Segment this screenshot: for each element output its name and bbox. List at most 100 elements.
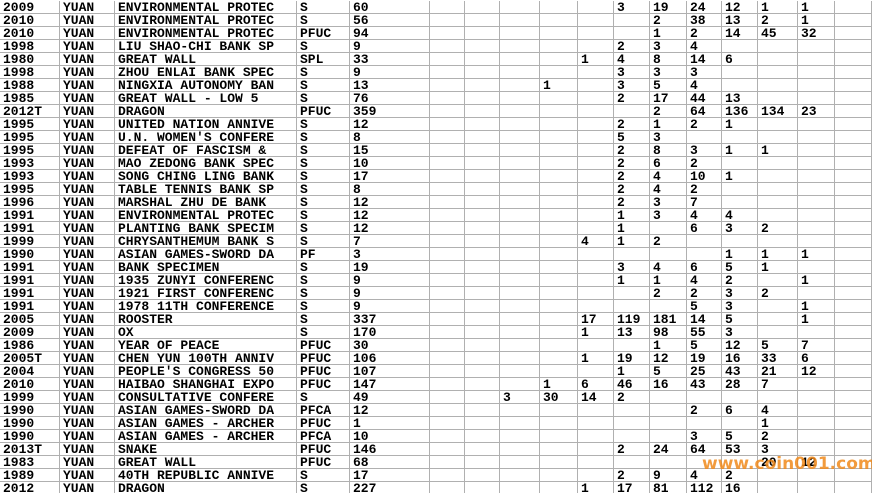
- grade-cell: 1: [614, 209, 650, 222]
- count-cell: 107: [350, 365, 430, 378]
- grade-cell: [650, 222, 687, 235]
- grade-cell: 3: [614, 66, 650, 79]
- grade-cell: [758, 170, 798, 183]
- description-cell: HAIBAO SHANGHAI EXPO: [115, 378, 297, 391]
- grade-cell: 2: [614, 443, 650, 456]
- description-cell: MAO ZEDONG BANK SPEC: [115, 157, 297, 170]
- unit-cell: YUAN: [60, 300, 115, 313]
- grade-cell: 3: [614, 1, 650, 14]
- grade-cell: [465, 1, 500, 14]
- grade-cell: [578, 456, 614, 469]
- grade-cell: [540, 144, 578, 157]
- grade-cell: 6: [578, 378, 614, 391]
- type-cell: S: [297, 261, 350, 274]
- year-cell: 1986: [0, 339, 60, 352]
- grade-cell: [500, 287, 540, 300]
- grade-cell: 24: [650, 443, 687, 456]
- grade-cell: [500, 378, 540, 391]
- grade-cell: [798, 92, 835, 105]
- grade-cell: [798, 196, 835, 209]
- grade-cell: 4: [687, 469, 722, 482]
- grade-cell: 28: [722, 378, 758, 391]
- grade-cell: [578, 300, 614, 313]
- unit-cell: YUAN: [60, 378, 115, 391]
- unit-cell: YUAN: [60, 456, 115, 469]
- grade-cell: [758, 79, 798, 92]
- grade-cell: 3: [614, 261, 650, 274]
- type-cell: S: [297, 66, 350, 79]
- count-cell: 17: [350, 170, 430, 183]
- grade-cell: [798, 469, 835, 482]
- grade-cell: [500, 66, 540, 79]
- count-cell: 8: [350, 131, 430, 144]
- grade-cell: 3: [650, 196, 687, 209]
- description-cell: ENVIRONMENTAL PROTEC: [115, 27, 297, 40]
- grade-cell: [798, 404, 835, 417]
- grade-cell: [430, 274, 465, 287]
- year-cell: 1980: [0, 53, 60, 66]
- unit-cell: YUAN: [60, 469, 115, 482]
- grade-cell: 2: [614, 157, 650, 170]
- grade-cell: 64: [687, 105, 722, 118]
- grade-cell: 12: [722, 339, 758, 352]
- type-cell: PFCA: [297, 430, 350, 443]
- grade-cell: 2: [614, 40, 650, 53]
- grade-cell: 23: [798, 105, 835, 118]
- grade-cell: 30: [540, 391, 578, 404]
- grade-cell: [835, 183, 872, 196]
- unit-cell: YUAN: [60, 40, 115, 53]
- grade-cell: [722, 40, 758, 53]
- type-cell: S: [297, 92, 350, 105]
- grade-cell: [465, 105, 500, 118]
- grade-cell: 4: [650, 183, 687, 196]
- grade-cell: [758, 53, 798, 66]
- grade-cell: [430, 443, 465, 456]
- watermark: www.coin001.com: [702, 454, 872, 474]
- count-cell: 10: [350, 430, 430, 443]
- count-cell: 76: [350, 92, 430, 105]
- grade-cell: [430, 482, 465, 493]
- description-cell: SONG CHING LING BANK: [115, 170, 297, 183]
- description-cell: 1935 ZUNYI CONFERENC: [115, 274, 297, 287]
- grade-cell: [465, 300, 500, 313]
- year-cell: 1989: [0, 469, 60, 482]
- grade-cell: 2: [687, 157, 722, 170]
- grade-cell: 17: [614, 482, 650, 493]
- grade-cell: [500, 27, 540, 40]
- grade-cell: 5: [687, 300, 722, 313]
- grade-cell: 13: [722, 14, 758, 27]
- grade-cell: [835, 365, 872, 378]
- grade-cell: [578, 131, 614, 144]
- year-cell: 1998: [0, 40, 60, 53]
- grade-cell: [578, 183, 614, 196]
- grade-cell: [465, 235, 500, 248]
- year-cell: 2010: [0, 27, 60, 40]
- type-cell: S: [297, 144, 350, 157]
- grade-cell: 4: [687, 79, 722, 92]
- grade-cell: [540, 469, 578, 482]
- grade-cell: 13: [722, 92, 758, 105]
- grade-cell: [500, 157, 540, 170]
- description-cell: U.N. WOMEN'S CONFERE: [115, 131, 297, 144]
- year-cell: 2010: [0, 378, 60, 391]
- grade-cell: 1: [578, 482, 614, 493]
- description-cell: GREAT WALL: [115, 456, 297, 469]
- grade-cell: [578, 443, 614, 456]
- grade-cell: 1: [650, 274, 687, 287]
- description-cell: TABLE TENNIS BANK SP: [115, 183, 297, 196]
- grade-cell: 8: [650, 53, 687, 66]
- grade-cell: [430, 105, 465, 118]
- grade-cell: [835, 1, 872, 14]
- year-cell: 1999: [0, 391, 60, 404]
- grade-cell: [430, 196, 465, 209]
- type-cell: PFUC: [297, 378, 350, 391]
- unit-cell: YUAN: [60, 14, 115, 27]
- grade-cell: [500, 14, 540, 27]
- grade-cell: 5: [722, 430, 758, 443]
- grade-cell: [835, 131, 872, 144]
- grade-cell: [430, 352, 465, 365]
- grade-cell: [465, 131, 500, 144]
- grade-cell: [578, 248, 614, 261]
- grade-cell: 1: [758, 248, 798, 261]
- grade-cell: [578, 157, 614, 170]
